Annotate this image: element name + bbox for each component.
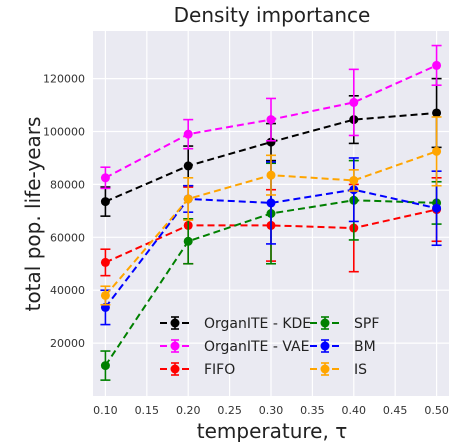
legend-marker: [170, 341, 180, 351]
data-point: [183, 194, 193, 204]
legend-item: OrganITE - KDE: [160, 316, 311, 332]
series-layer: [100, 44, 442, 381]
legend-item: OrganITE - VAE: [160, 339, 309, 355]
data-point: [432, 146, 442, 156]
series-line: [105, 208, 437, 264]
legend-marker: [320, 364, 330, 374]
legend-item: BM: [310, 339, 376, 355]
legend-label: SPF: [354, 316, 379, 332]
data-point: [183, 161, 193, 171]
legend: OrganITE - KDE OrganITE - VAE FIFO SPF BM IS: [160, 316, 379, 378]
data-point: [183, 236, 193, 246]
y-tick-label: 100000: [43, 126, 85, 139]
data-point: [100, 361, 110, 371]
series-5: [100, 116, 442, 306]
x-axis-label: temperature, τ: [197, 419, 347, 442]
x-tick-label: 0.10: [93, 404, 118, 417]
data-point: [349, 97, 359, 107]
x-tick-label: 0.30: [259, 404, 284, 417]
data-point: [266, 170, 276, 180]
legend-marker: [320, 318, 330, 328]
series-1: [100, 44, 442, 190]
y-tick-label: 60000: [50, 231, 85, 244]
legend-marker: [320, 341, 330, 351]
data-point: [100, 257, 110, 267]
y-tick-label: 20000: [50, 337, 85, 350]
data-point: [266, 137, 276, 147]
tick-labels: 0.10 0.15 0.20 0.25 0.30 0.35 0.40 0.45 0.50 2000…: [43, 73, 449, 417]
x-tick-label: 0.15: [135, 404, 160, 417]
legend-item: SPF: [310, 316, 379, 332]
legend-label: IS: [354, 362, 367, 378]
legend-item: FIFO: [160, 362, 235, 378]
x-tick-label: 0.45: [383, 404, 408, 417]
data-point: [432, 60, 442, 70]
y-axis-label: total pop. life-years: [21, 117, 45, 312]
data-point: [100, 173, 110, 183]
data-point: [183, 129, 193, 139]
data-point: [100, 290, 110, 300]
series-line: [104, 188, 437, 309]
data-point: [266, 115, 276, 125]
legend-label: FIFO: [204, 362, 235, 378]
data-point: [266, 198, 276, 208]
legend-item: IS: [310, 362, 367, 378]
data-point: [100, 197, 110, 207]
data-point: [432, 108, 442, 118]
data-point: [432, 203, 442, 213]
x-tick-label: 0.25: [217, 404, 242, 417]
chart-title: Density importance: [174, 3, 371, 27]
data-point: [349, 175, 359, 185]
x-tick-label: 0.40: [342, 404, 367, 417]
y-tick-label: 120000: [43, 73, 85, 86]
legend-marker: [170, 364, 180, 374]
y-tick-label: 80000: [50, 178, 85, 191]
legend-label: BM: [354, 339, 376, 355]
legend-label: OrganITE - KDE: [204, 316, 311, 332]
y-tick-label: 40000: [50, 284, 85, 297]
legend-marker: [170, 318, 180, 328]
x-tick-label: 0.20: [176, 404, 201, 417]
x-tick-label: 0.35: [300, 404, 325, 417]
legend-label: OrganITE - VAE: [204, 339, 309, 355]
x-tick-label: 0.50: [424, 404, 449, 417]
